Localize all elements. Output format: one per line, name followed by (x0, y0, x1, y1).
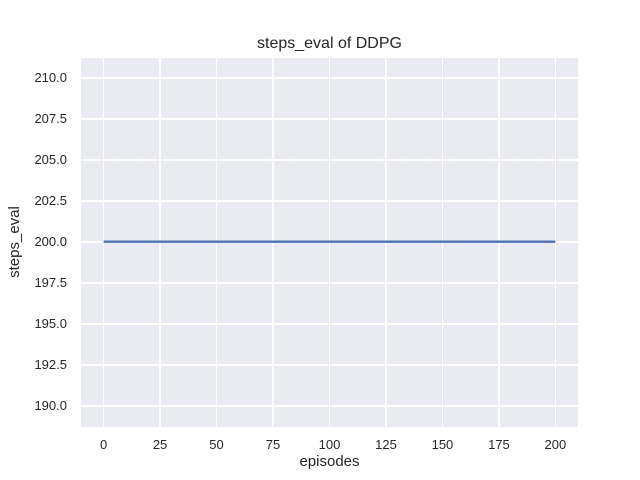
y-tick-label: 210.0 (34, 69, 67, 85)
chart-title: steps_eval of DDPG (257, 35, 402, 52)
y-tick-label: 192.5 (34, 356, 67, 372)
gridline-horizontal (81, 76, 578, 79)
x-tick-label: 75 (265, 437, 281, 452)
x-axis-label: episodes (299, 453, 360, 470)
x-tick-label: 125 (375, 437, 397, 452)
y-tick-label: 202.5 (34, 192, 67, 208)
gridline-horizontal (81, 117, 578, 120)
x-tick-label: 150 (431, 437, 454, 452)
gridline-horizontal (81, 281, 578, 284)
x-tick-label: 100 (318, 437, 341, 452)
x-tick-label: 0 (99, 437, 108, 452)
series-layer (103, 240, 556, 243)
gridline-horizontal (81, 322, 578, 325)
y-tick-label: 207.5 (34, 110, 67, 126)
x-tick-label: 25 (152, 437, 168, 452)
x-tick-label: 175 (488, 437, 510, 452)
gridline-horizontal (81, 199, 578, 202)
gridline-horizontal (81, 363, 578, 366)
y-tick-label: 197.5 (34, 274, 67, 290)
x-tick-label: 200 (544, 437, 567, 452)
gridline-horizontal (81, 404, 578, 407)
gridline-horizontal (81, 158, 578, 161)
y-tick-label: 195.0 (34, 315, 67, 331)
y-tick-label: 200.0 (34, 233, 67, 249)
plot-area (81, 58, 578, 427)
y-tick-label: 205.0 (34, 151, 67, 167)
y-tick-label: 190.0 (34, 397, 67, 413)
x-tick-label: 50 (209, 437, 224, 452)
